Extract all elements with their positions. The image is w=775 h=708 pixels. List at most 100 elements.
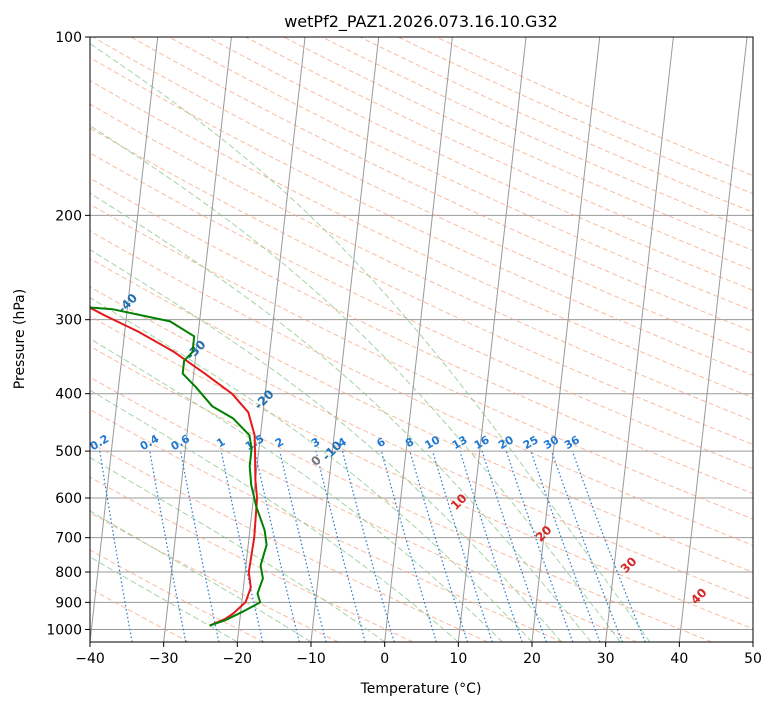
mixing-ratio-line (409, 450, 469, 642)
moist-adiabat-line (90, 192, 592, 642)
isotherm-line (310, 37, 380, 642)
mixing-ratio-label: 0.6 (169, 432, 193, 453)
x-tick-label: 40 (670, 651, 688, 667)
mixing-ratio-label: 0.4 (138, 432, 162, 453)
moist-adiabat-line (90, 297, 533, 642)
isotherm-tick-label: -50 (46, 249, 71, 274)
y-tick-label: 300 (55, 313, 82, 329)
y-tick-label: 500 (55, 444, 82, 460)
moist-adiabat-label: 30 (618, 554, 640, 576)
y-tick-label: 800 (55, 565, 82, 581)
isotherm-line (384, 37, 453, 642)
dry-adiabat-line (90, 442, 488, 642)
isotherm-line (236, 37, 306, 642)
dry-adiabat-line (90, 315, 753, 630)
chart-title: wetPf2_PAZ1.2026.073.16.10.G32 (284, 12, 558, 32)
dry-adiabat-line (90, 177, 753, 495)
moist-adiabat-label: 20 (533, 523, 555, 545)
mixing-ratio-line (315, 450, 366, 642)
isotherm-tick-label: -20 (251, 387, 276, 412)
dry-adiabat-line (90, 408, 563, 642)
mixing-ratio-line (180, 450, 220, 642)
mixing-ratio-line (459, 450, 523, 642)
mixing-ratio-line (550, 450, 623, 642)
dry-adiabat-line (90, 230, 753, 546)
moist-adiabat-line (90, 124, 621, 642)
mixing-ratio-label: 20 (496, 433, 516, 452)
x-tick-label: 10 (449, 651, 467, 667)
mixing-ratio-line (220, 450, 264, 642)
moist-adiabat-line (90, 338, 503, 642)
moist-adiabat-line (90, 249, 562, 642)
isotherm-line (678, 37, 748, 642)
isotherm-line (605, 37, 674, 642)
dry-adiabat-line (245, 37, 753, 271)
mixing-ratio-line (432, 450, 493, 642)
isotherm-tick-label: -60 (0, 210, 2, 235)
mixing-ratio-line (505, 450, 574, 642)
x-tick-label: 0 (380, 651, 389, 667)
isotherm-line (531, 37, 601, 642)
mixing-ratio-label: 2 (273, 435, 286, 450)
y-tick-label: 600 (55, 491, 82, 507)
line-labels: -100-90-80-70-60-50-40-30-20-100.10.20.4… (0, 210, 710, 607)
isotherm-line (457, 37, 527, 642)
mixing-ratio-label: 16 (472, 433, 492, 452)
mixing-ratio-line (99, 451, 133, 642)
mixing-ratio-label: 13 (450, 433, 470, 452)
moist-adiabat-label: 10 (448, 491, 470, 513)
dry-adiabat-line (130, 37, 753, 333)
moist-adiabat-line (90, 556, 238, 642)
background-lines (90, 37, 753, 642)
dry-adiabat-line (90, 376, 638, 642)
dry-adiabat-line (92, 37, 753, 354)
y-tick-label: 200 (55, 208, 82, 224)
mixing-ratio-label: 1 (214, 435, 227, 450)
y-tick-label: 900 (55, 595, 82, 611)
mixing-ratio-line (530, 450, 601, 642)
dry-adiabat-line (90, 476, 414, 642)
mixing-ratio-line (341, 450, 395, 642)
x-tick-label: 30 (597, 651, 615, 667)
mixing-ratio-label: 0.2 (88, 432, 111, 453)
dry-adiabat-line (436, 37, 753, 177)
y-tick-label: 400 (55, 387, 82, 403)
dewpoint-profile (90, 306, 268, 627)
mixing-ratio-line (481, 450, 547, 642)
mixing-ratio-label: 10 (422, 433, 442, 452)
isotherm-line (752, 637, 753, 642)
dry-adiabat-line (90, 345, 712, 642)
x-tick-label: −40 (75, 651, 105, 667)
dry-adiabat-line (90, 512, 339, 642)
mixing-ratio-label: 30 (541, 433, 561, 452)
mixing-ratio-label: 3 (309, 435, 322, 450)
mixing-ratio-line (380, 450, 437, 642)
x-axis: −40 −30 −20 −10 0 10 20 30 40 50 (75, 642, 762, 667)
isotherm-line (90, 37, 159, 642)
y-tick-label: 700 (55, 531, 82, 547)
x-tick-label: 20 (523, 651, 541, 667)
dry-adiabat-line (169, 37, 753, 312)
dry-adiabat-line (90, 257, 753, 573)
mixing-ratio-label: 8 (403, 435, 416, 450)
mixing-ratio-line (571, 450, 646, 642)
dry-adiabat-line (90, 57, 753, 376)
y-axis-label: Pressure (hPa) (12, 289, 28, 389)
plot-frame (89, 36, 754, 643)
x-tick-label: 50 (744, 651, 762, 667)
profiles (90, 306, 268, 627)
x-axis-label: Temperature (°C) (360, 681, 482, 697)
dry-adiabat-line (90, 127, 753, 445)
dry-adiabat-line (359, 37, 753, 213)
mixing-ratio-label: 6 (375, 435, 388, 450)
mixing-ratio-line (279, 450, 327, 642)
mixing-ratio-line (254, 450, 300, 642)
temperature-profile (90, 306, 259, 627)
moist-adiabat-line (90, 43, 651, 642)
dry-adiabat-line (207, 37, 753, 291)
mixing-ratio-line (149, 450, 187, 642)
moist-adiabat-label: 40 (688, 585, 710, 607)
dry-adiabat-line (90, 587, 190, 642)
dry-adiabat-line (90, 80, 753, 399)
